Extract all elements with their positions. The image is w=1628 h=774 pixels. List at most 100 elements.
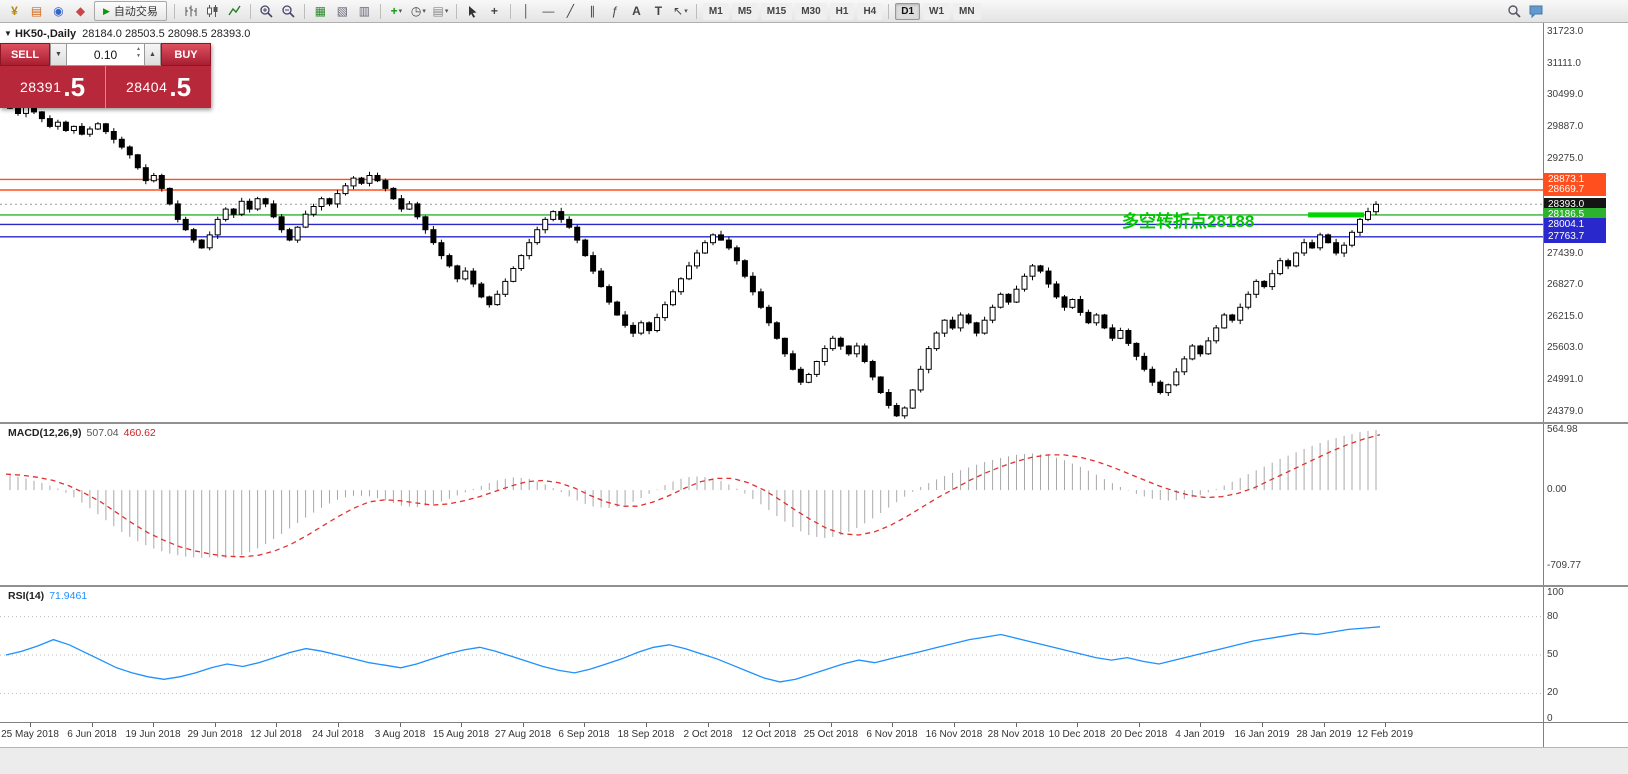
price-axis[interactable]: 31723.0 31111.0 30499.0 29887.0 29275.0 27439… xyxy=(1543,23,1628,422)
timeframe-h4[interactable]: H4 xyxy=(857,2,883,20)
price-tick-label: 26827.0 xyxy=(1547,279,1584,290)
periods-icon[interactable]: ◷ ▾ xyxy=(410,4,426,18)
date-tick xyxy=(584,723,585,727)
buy-button[interactable]: BUY xyxy=(161,43,211,66)
panel-splitter[interactable] xyxy=(0,422,1628,424)
timeframe-m30[interactable]: M30 xyxy=(795,2,827,20)
date-axis[interactable]: 25 May 2018 6 Jun 2018 19 Jun 2018 29 Jun 2… xyxy=(0,723,1543,747)
level-price-badge: 28004.1 xyxy=(1544,218,1606,231)
date-label: 10 Dec 2018 xyxy=(1048,729,1106,740)
candlestick-chart-icon[interactable] xyxy=(202,2,223,21)
date-tick xyxy=(276,723,277,727)
buy-price[interactable]: 28404.5 xyxy=(125,72,192,102)
turning-point-annotation: 多空转折点28188 xyxy=(1122,212,1255,231)
date-label: 6 Sep 2018 xyxy=(558,729,610,740)
cursor-icon[interactable] xyxy=(462,2,483,21)
date-tick xyxy=(708,723,709,727)
level-price-badge: 28873.1 xyxy=(1544,173,1606,186)
date-tick xyxy=(523,723,524,727)
volume-spinner[interactable]: ▲ ▼ xyxy=(136,46,141,59)
new-order-icon[interactable]: ¥ xyxy=(11,4,18,18)
date-tick xyxy=(461,723,462,727)
timeframe-m1[interactable]: M1 xyxy=(702,2,729,20)
templates-icon[interactable]: ▤ ▾ xyxy=(432,4,449,18)
text-icon[interactable]: A xyxy=(632,4,641,18)
text-label-icon[interactable]: T xyxy=(654,4,663,18)
date-label: 12 Oct 2018 xyxy=(741,729,797,740)
zoom-out-icon[interactable] xyxy=(278,2,299,21)
axis-corner xyxy=(1543,723,1628,747)
fibonacci-icon[interactable]: ƒ xyxy=(611,4,618,18)
price-chart-panel[interactable]: ▼ HK50-,Daily 28184.0 28503.5 28098.5 283… xyxy=(0,23,1543,422)
timeframe-h1[interactable]: H1 xyxy=(829,2,855,20)
macd-canvas xyxy=(5,429,1381,559)
autotrade-button[interactable]: ▶ 自动交易 xyxy=(94,1,167,21)
price-tick-label: 27439.0 xyxy=(1547,248,1584,259)
arrows-icon[interactable]: ↖ ▾ xyxy=(673,4,688,18)
price-chart-canvas[interactable] xyxy=(0,23,1543,422)
rsi-tick-label: 20 xyxy=(1547,687,1559,698)
date-label: 25 May 2018 xyxy=(1,729,59,740)
arrange-windows-icon[interactable]: ▥ xyxy=(358,4,371,18)
trendline-icon[interactable]: ╱ xyxy=(566,4,575,18)
date-label: 16 Nov 2018 xyxy=(925,729,983,740)
panel-splitter[interactable] xyxy=(0,585,1628,587)
date-label: 20 Dec 2018 xyxy=(1110,729,1168,740)
date-label: 28 Nov 2018 xyxy=(987,729,1045,740)
price-tick-label: 29887.0 xyxy=(1547,121,1584,132)
rsi-tick-label: 0 xyxy=(1547,713,1553,724)
volume-input[interactable]: 0.10 ▲ ▼ xyxy=(67,43,144,66)
chat-icon[interactable] xyxy=(1525,2,1546,21)
one-click-collapse-arrow[interactable]: ▼ xyxy=(4,29,12,38)
date-label: 15 Aug 2018 xyxy=(432,729,490,740)
date-tick xyxy=(1385,723,1386,727)
macd-axis[interactable]: 564.98 0.00 -709.77 xyxy=(1543,424,1628,585)
channel-icon[interactable]: ∥ xyxy=(589,4,596,18)
macd-tick-label: 0.00 xyxy=(1547,484,1567,495)
cascade-windows-icon[interactable]: ▧ xyxy=(336,4,349,18)
ohlc-values: 28184.0 28503.5 28098.5 28393.0 xyxy=(82,28,251,40)
rsi-axis[interactable]: 100 80 50 20 0 xyxy=(1543,587,1628,724)
tile-windows-icon[interactable]: ▦ xyxy=(314,4,327,18)
status-bar xyxy=(0,747,1628,774)
price-tick-label: 29275.0 xyxy=(1547,153,1584,164)
date-label: 6 Nov 2018 xyxy=(866,729,918,740)
timeframe-w1[interactable]: W1 xyxy=(923,2,951,20)
price-tick-label: 24991.0 xyxy=(1547,374,1584,385)
date-label: 19 Jun 2018 xyxy=(125,729,181,740)
date-tick xyxy=(1200,723,1201,727)
navigator-icon[interactable]: ▤ xyxy=(30,4,43,18)
indicators-icon[interactable]: + ▾ xyxy=(390,4,403,18)
crosshair-icon[interactable]: + xyxy=(490,4,498,18)
zoom-in-icon[interactable] xyxy=(256,2,277,21)
timeframe-d1[interactable]: D1 xyxy=(895,2,921,20)
data-window-icon[interactable]: ◆ xyxy=(75,4,86,18)
timeframe-mn[interactable]: MN xyxy=(953,2,981,20)
date-label: 3 Aug 2018 xyxy=(374,729,426,740)
volume-increase-button[interactable]: ▲ xyxy=(144,43,161,66)
date-tick xyxy=(400,723,401,727)
sell-button[interactable]: SELL xyxy=(0,43,50,66)
vertical-line-icon[interactable]: │ xyxy=(522,4,531,18)
search-icon[interactable] xyxy=(1503,2,1524,21)
date-tick xyxy=(338,723,339,727)
date-label: 27 Aug 2018 xyxy=(494,729,552,740)
sell-price[interactable]: 28391.5 xyxy=(0,66,106,108)
timeframe-m15[interactable]: M15 xyxy=(760,2,793,20)
timeframe-m5[interactable]: M5 xyxy=(731,2,758,20)
date-label: 25 Oct 2018 xyxy=(803,729,859,740)
rsi-panel[interactable]: RSI(14) 71.9461 xyxy=(0,587,1543,722)
date-tick xyxy=(30,723,31,727)
bars-chart-icon[interactable] xyxy=(180,2,201,21)
rsi-value: 71.9461 xyxy=(49,590,88,602)
horizontal-line-icon[interactable]: — xyxy=(542,4,555,18)
volume-decrease-button[interactable]: ▼ xyxy=(50,43,67,66)
date-label: 29 Jun 2018 xyxy=(187,729,243,740)
date-label: 2 Oct 2018 xyxy=(683,729,733,740)
play-icon: ▶ xyxy=(103,5,110,16)
date-label: 4 Jan 2019 xyxy=(1175,729,1225,740)
line-chart-icon[interactable] xyxy=(224,2,245,21)
macd-panel[interactable]: MACD(12,26,9) 507.04 460.62 xyxy=(0,424,1543,585)
market-watch-icon[interactable]: ◉ xyxy=(53,4,64,18)
